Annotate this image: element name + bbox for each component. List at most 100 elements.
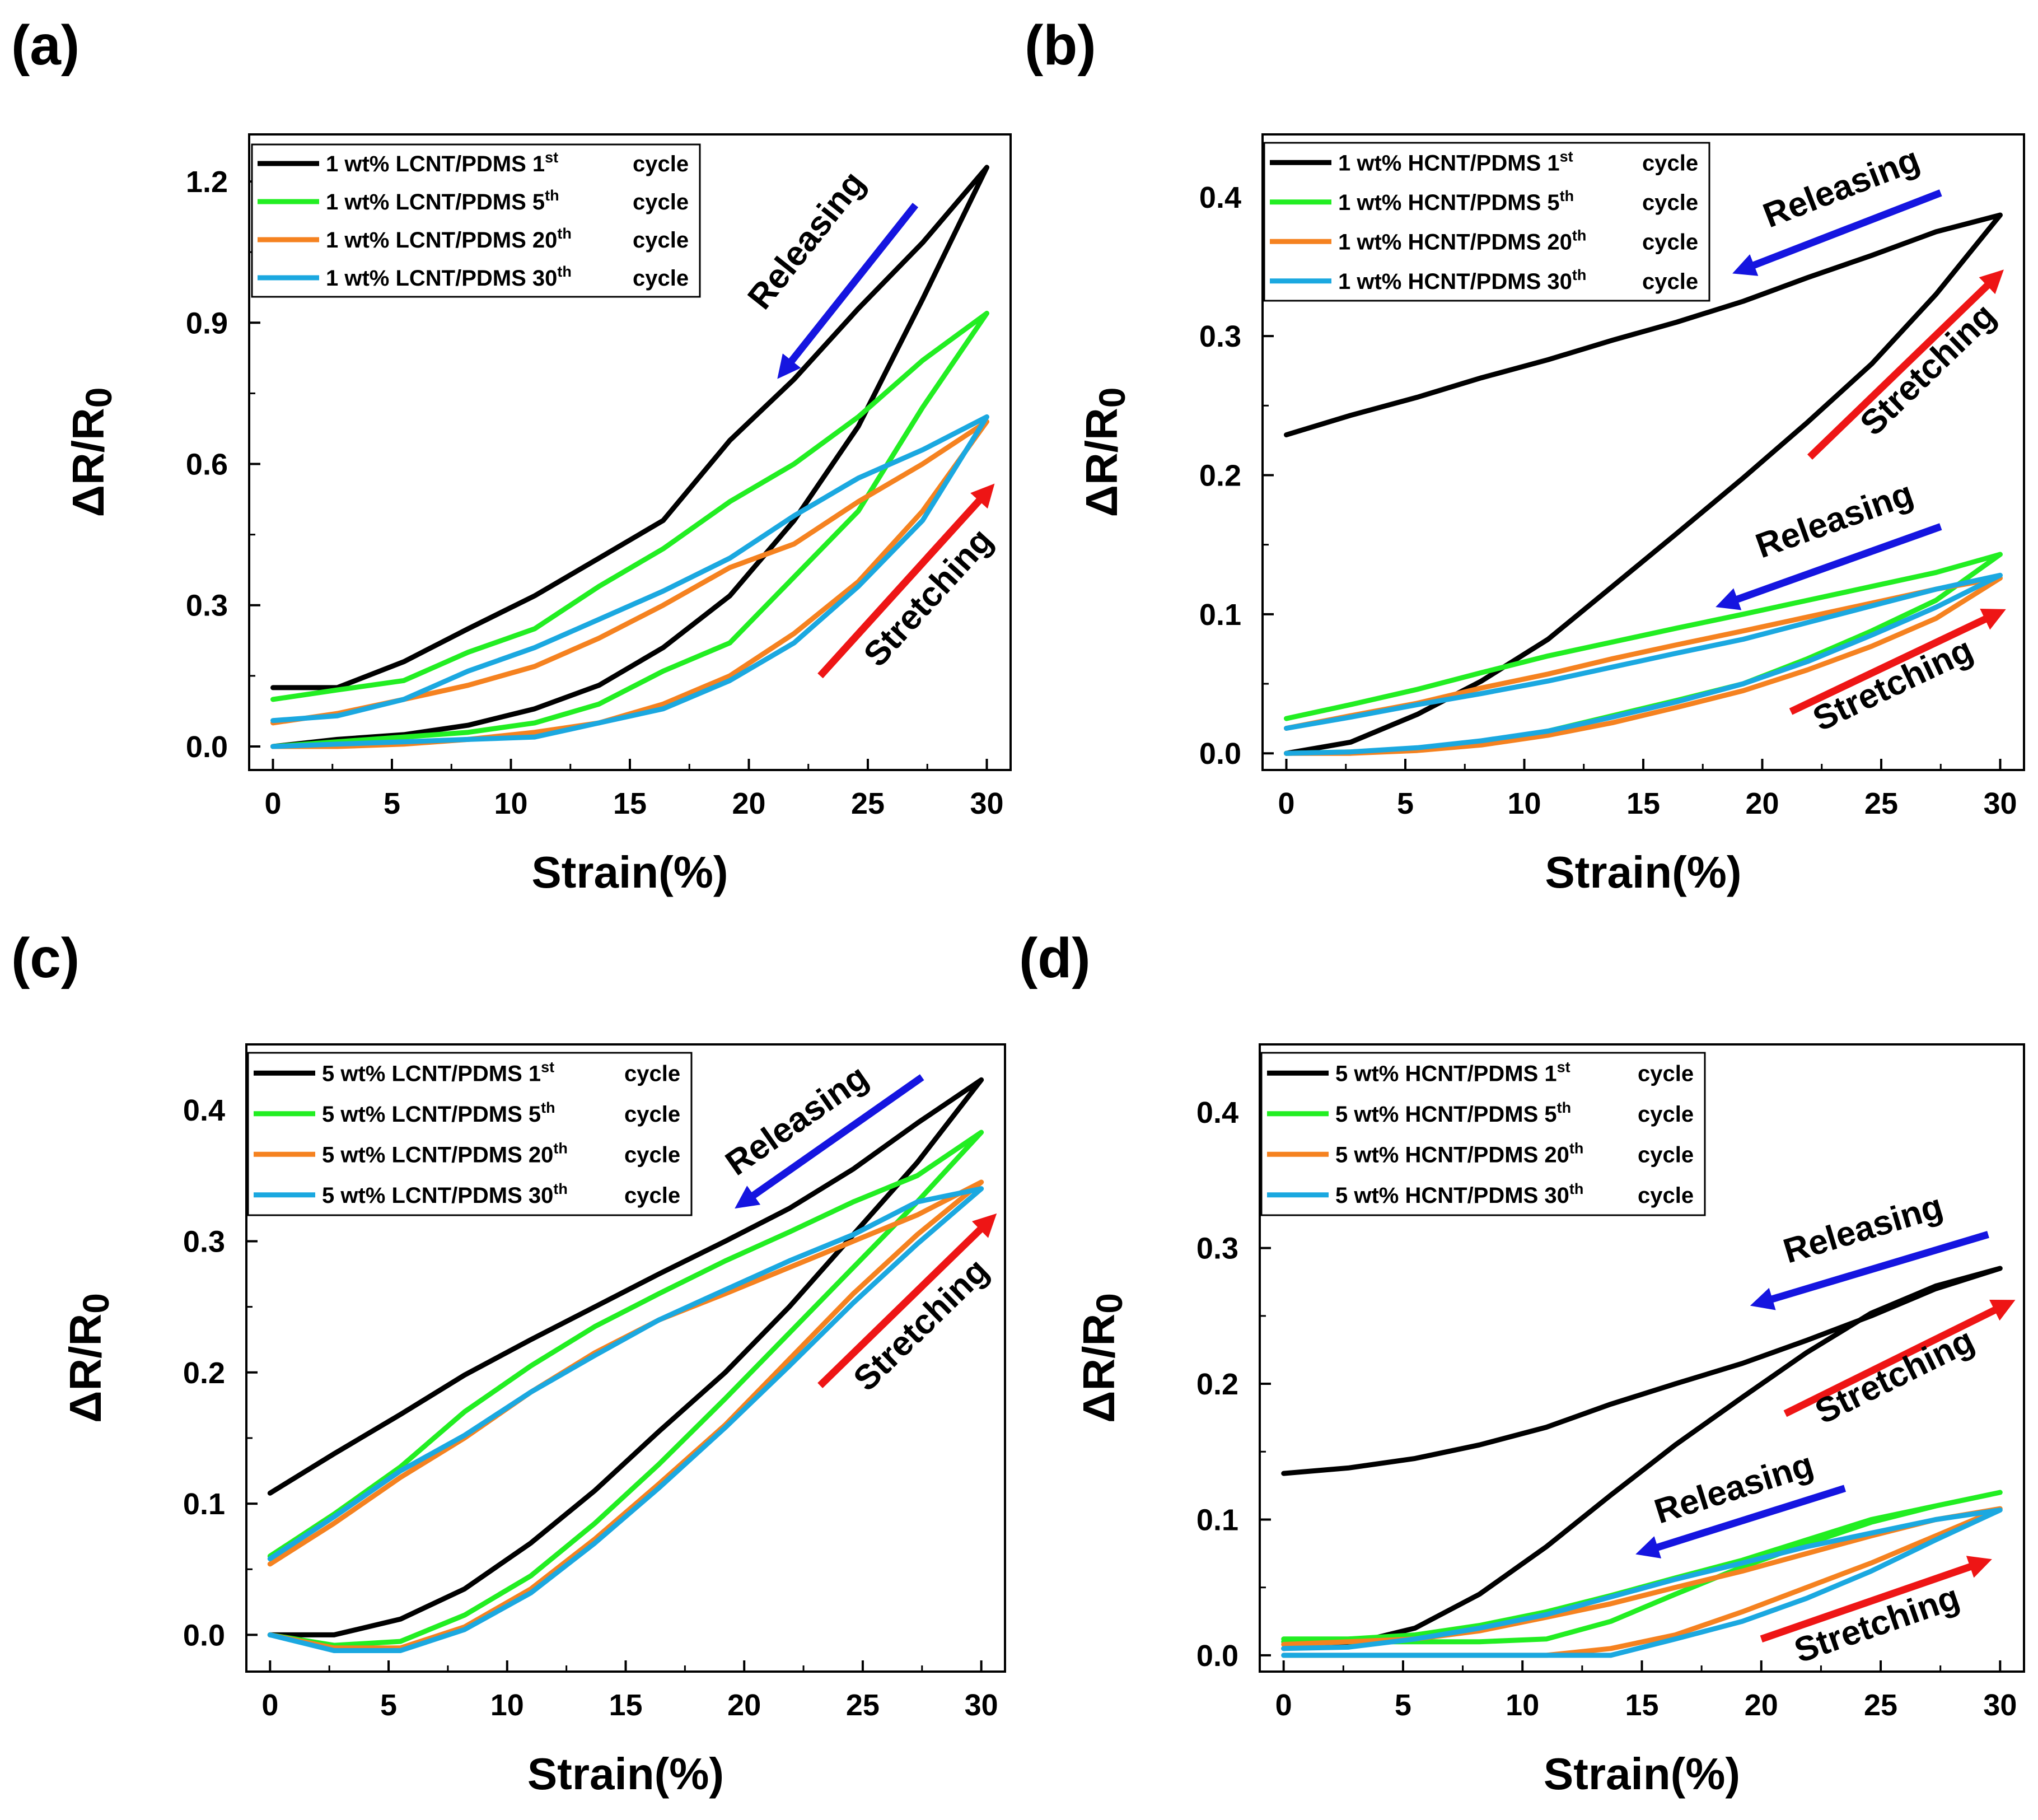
- x-tick-label: 25: [1864, 1688, 1897, 1722]
- legend-entry: 1 wt% LCNT/PDMS 5th cycle: [326, 187, 689, 214]
- legend-entry-label: 5 wt% HCNT/PDMS 20: [1335, 1142, 1569, 1167]
- legend-entry-cycle: cycle: [633, 190, 689, 214]
- legend-entry-ordinal: th: [1569, 1140, 1583, 1156]
- legend-entry-ordinal: th: [553, 1140, 567, 1156]
- legend-entry-ordinal: th: [557, 225, 571, 242]
- legend-entry-label: 1 wt% HCNT/PDMS 5: [1338, 190, 1560, 215]
- legend-entry-ordinal: st: [545, 149, 558, 166]
- x-tick-label: 30: [1983, 787, 2017, 820]
- x-tick-label: 0: [261, 1688, 278, 1722]
- legend-box: [1260, 1052, 1706, 1216]
- x-tick-label: 25: [851, 787, 885, 820]
- legend-entry-cycle: cycle: [633, 228, 689, 253]
- releasing-arrow: [1635, 1485, 1847, 1558]
- y-tick-label: 0.0: [186, 730, 228, 764]
- legend-entry-cycle: cycle: [633, 266, 689, 291]
- releasing-arrow: [735, 1074, 924, 1209]
- releasing-arrow: [1732, 189, 1942, 276]
- legend-entry-label: 5 wt% HCNT/PDMS 30: [1335, 1183, 1569, 1208]
- stretching-label: Stretching: [846, 1251, 996, 1399]
- legend-entry-cycle: cycle: [1642, 151, 1698, 175]
- series-line-cycle_30: [1284, 572, 2003, 756]
- legend-entry-label: 1 wt% LCNT/PDMS 20: [326, 228, 557, 253]
- releasing-label: Releasing: [1650, 1445, 1818, 1532]
- stretching-arrow: [1783, 1300, 2016, 1417]
- y-tick-label: 0.3: [1199, 320, 1241, 353]
- y-tick-label: 0.0: [1199, 737, 1241, 771]
- y-axis-title-subscript: 0: [75, 1293, 116, 1314]
- y-axis-title-main: ΔR/R: [1077, 408, 1126, 517]
- legend-entry: 1 wt% HCNT/PDMS 30th cycle: [1338, 267, 1698, 294]
- releasing-label: Releasing: [1751, 474, 1918, 566]
- panel-c-label: (c): [11, 927, 80, 990]
- legend-entry-cycle: cycle: [1642, 269, 1698, 294]
- x-tick-label: 30: [970, 787, 1003, 820]
- y-axis-title: ΔR/R0: [60, 1293, 116, 1423]
- legend-entry: 1 wt% HCNT/PDMS 5th cycle: [1338, 188, 1698, 215]
- x-tick-label: 20: [1745, 1688, 1778, 1722]
- legend-box: [1263, 142, 1710, 302]
- panel-d-label: (d): [1019, 927, 1091, 990]
- y-axis-title: ΔR/R0: [63, 388, 119, 517]
- legend-entry-cycle: cycle: [1638, 1183, 1694, 1208]
- legend-entry: 5 wt% LCNT/PDMS 1st cycle: [322, 1058, 680, 1086]
- legend-entry-ordinal: th: [1569, 1180, 1583, 1197]
- legend-entry-cycle: cycle: [624, 1061, 680, 1086]
- y-tick-label: 0.4: [1199, 181, 1241, 214]
- series-line-cycle_1: [267, 1077, 984, 1637]
- x-tick-label: 10: [494, 787, 527, 820]
- legend-entry-cycle: cycle: [624, 1102, 680, 1127]
- x-axis-title: Strain(%): [527, 1749, 724, 1799]
- legend-entry: 5 wt% HCNT/PDMS 1st cycle: [1335, 1058, 1694, 1086]
- legend-entry: 5 wt% HCNT/PDMS 30th cycle: [1335, 1180, 1694, 1208]
- plot-c: 0 5 10 15 20 25 30 0.0 0.1 0.2 0.3 0.4 Strain(%) ΔR/R…: [60, 1043, 1006, 1799]
- legend-entry-ordinal: th: [1560, 188, 1574, 204]
- x-tick-label: 30: [965, 1688, 998, 1722]
- stretching-label: Stretching: [1789, 1578, 1964, 1670]
- series-line-cycle_1: [1284, 212, 2003, 756]
- x-tick-label: 5: [384, 787, 400, 820]
- y-tick-label: 1.2: [186, 165, 228, 199]
- plot-a: 0 5 10 15 20 25 30 0.0 0.3 0.6 0.9 1.2 Strain(%) ΔR/R…: [63, 133, 1012, 897]
- y-tick-label: 0.2: [183, 1356, 225, 1390]
- x-axis-title: Strain(%): [1544, 1749, 1740, 1799]
- legend-entry-label: 1 wt% LCNT/PDMS 1: [326, 152, 545, 176]
- y-tick-label: 0.2: [1199, 459, 1241, 492]
- x-tick-label: 25: [846, 1688, 880, 1722]
- series-line-cycle_30: [270, 414, 989, 749]
- x-tick-label: 20: [1745, 787, 1779, 820]
- legend-entry: 5 wt% HCNT/PDMS 5th cycle: [1335, 1099, 1694, 1127]
- legend-entry-label: 5 wt% LCNT/PDMS 20: [322, 1142, 553, 1167]
- y-tick-label: 0.4: [183, 1094, 225, 1127]
- y-tick-label: 0.2: [1196, 1368, 1238, 1401]
- legend-entry-label: 1 wt% LCNT/PDMS 5: [326, 190, 545, 214]
- y-axis-title: ΔR/R0: [1074, 1293, 1130, 1423]
- series-line-cycle_5: [1281, 1490, 2003, 1645]
- series-line-cycle_20: [267, 1179, 984, 1651]
- x-tick-label: 0: [1275, 1688, 1292, 1722]
- x-tick-label: 5: [380, 1688, 397, 1722]
- plot-d: 0 5 10 15 20 25 30 0.0 0.1 0.2 0.3 0.4 Strain(%) ΔR/R…: [1074, 1043, 2025, 1799]
- legend-entry-cycle: cycle: [624, 1142, 680, 1167]
- y-tick-label: 0.1: [1196, 1503, 1238, 1537]
- stretching-arrow: [817, 1213, 997, 1388]
- legend-entry: 5 wt% HCNT/PDMS 20th cycle: [1335, 1140, 1694, 1167]
- y-axis-title-subscript: 0: [78, 388, 119, 408]
- stretching-label: Stretching: [857, 521, 1001, 674]
- legend-entry-ordinal: th: [553, 1180, 567, 1197]
- y-tick-label: 0.3: [186, 589, 228, 623]
- x-tick-label: 15: [1625, 1688, 1658, 1722]
- legend-entry-label: 5 wt% HCNT/PDMS 1: [1335, 1061, 1557, 1086]
- y-tick-label: 0.3: [183, 1225, 225, 1258]
- legend-entry-ordinal: th: [1557, 1099, 1571, 1116]
- legend-entry-ordinal: th: [1572, 267, 1586, 283]
- series-line-cycle_1: [270, 165, 989, 749]
- stretching-arrow: [1760, 1556, 1992, 1642]
- x-axis-title: Strain(%): [1545, 847, 1741, 897]
- stretching-arrow: [1807, 269, 2004, 460]
- legend-entry-cycle: cycle: [624, 1183, 680, 1208]
- x-tick-label: 10: [1507, 787, 1541, 820]
- x-tick-label: 25: [1864, 787, 1898, 820]
- x-tick-label: 5: [1397, 787, 1414, 820]
